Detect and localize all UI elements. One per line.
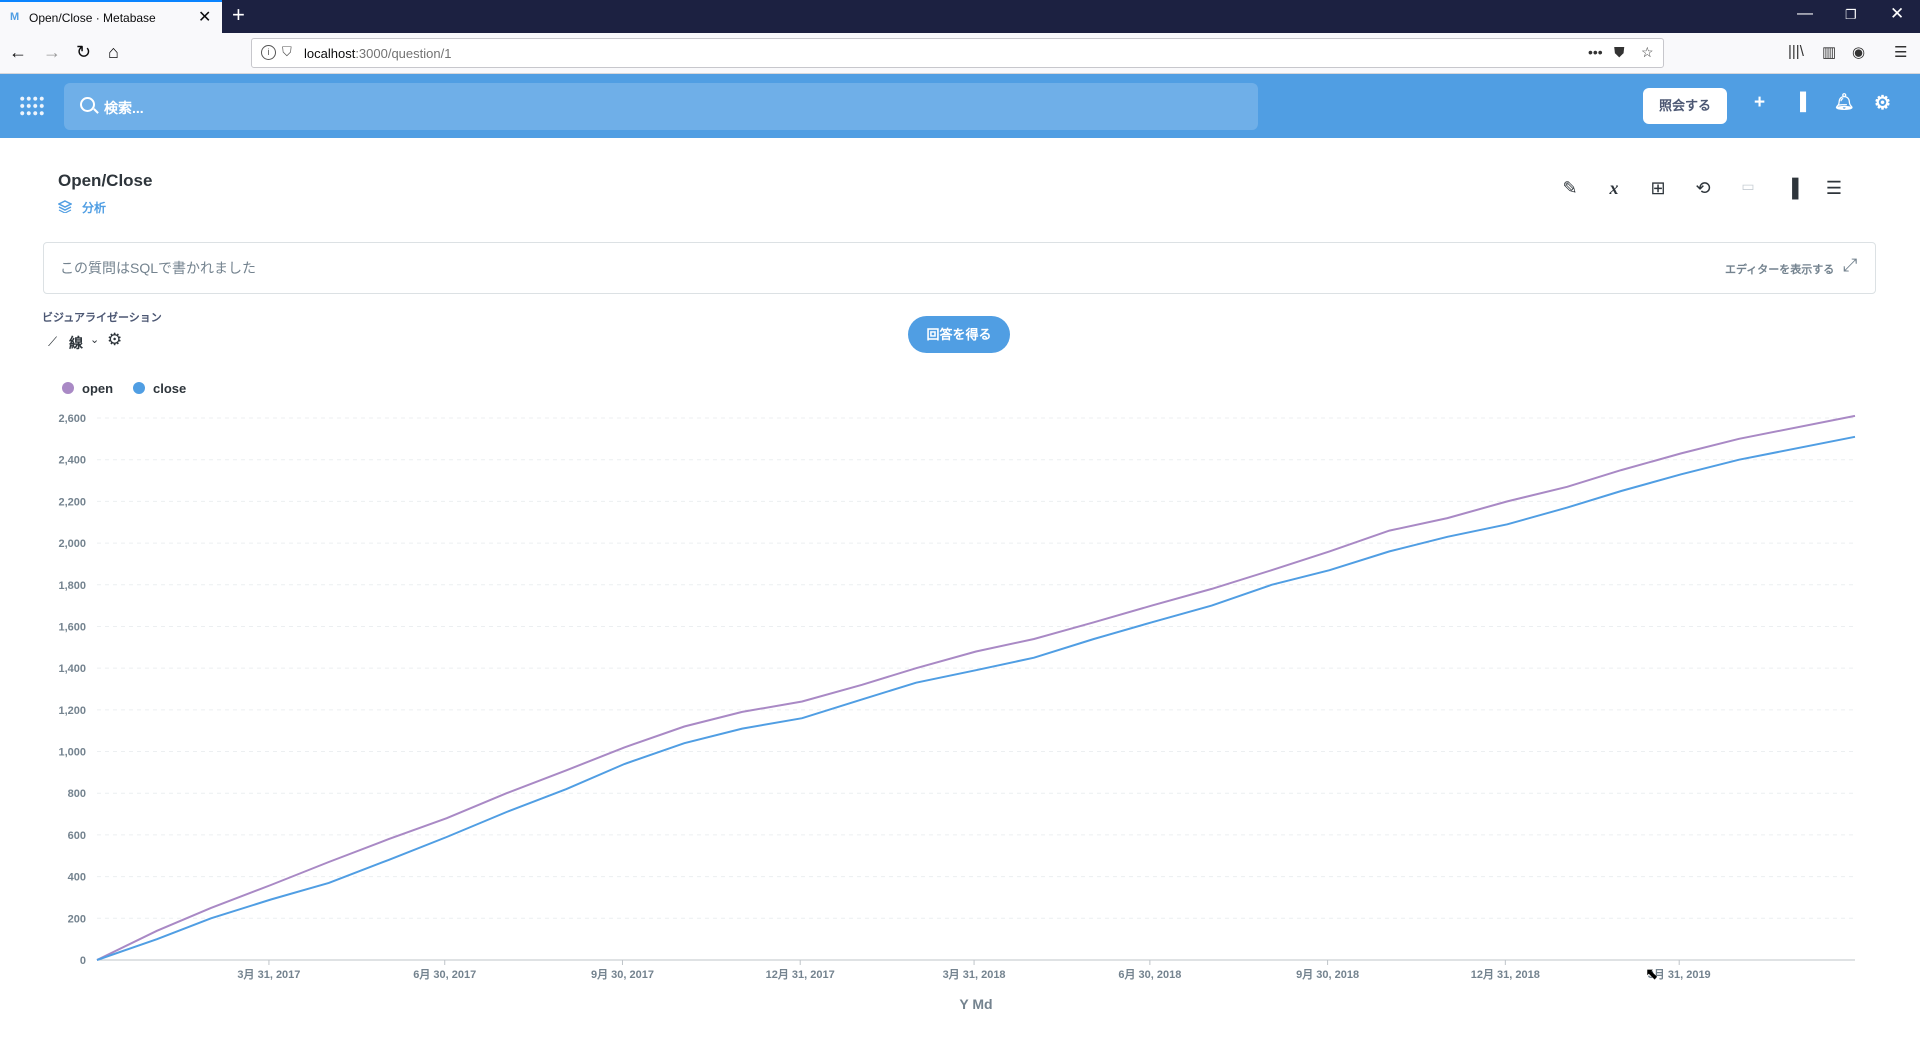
y-tick-label: 1,000 bbox=[58, 747, 86, 759]
metabase-header: 検索... 照会する + ▐ 🔔︎ ⚙ bbox=[0, 74, 1920, 138]
mouse-cursor-icon: ⬉ bbox=[1645, 966, 1659, 983]
y-tick-label: 2,600 bbox=[58, 413, 86, 425]
forward-arrow-icon[interactable]: → bbox=[43, 42, 61, 62]
y-tick-label: 1,600 bbox=[58, 621, 86, 633]
y-tick-label: 2,200 bbox=[58, 496, 86, 508]
pocket-icon[interactable]: ⛊ bbox=[1614, 44, 1625, 60]
back-arrow-icon[interactable]: ← bbox=[9, 42, 27, 62]
x-tick-label: 12月 31, 2018 bbox=[1471, 968, 1540, 981]
ask-question-button[interactable]: 照会する bbox=[1643, 88, 1727, 124]
home-icon[interactable]: ⌂ bbox=[108, 42, 119, 62]
legend-close-dot bbox=[133, 382, 145, 394]
y-tick-label: 600 bbox=[68, 830, 86, 842]
search-icon bbox=[80, 97, 95, 112]
y-tick-label: 2,400 bbox=[58, 455, 86, 467]
x-tick-label: 6月 30, 2018 bbox=[1118, 968, 1181, 981]
x-axis-ticks: 3月 31, 2017 6月 30, 2017 9月 30, 2017 12月 31,… bbox=[237, 960, 1711, 981]
menu-icon[interactable]: ☰ bbox=[1894, 44, 1908, 61]
search-input[interactable]: 検索... bbox=[64, 83, 1258, 130]
tab-title: Open/Close · Metabase bbox=[29, 11, 156, 25]
library-icon[interactable]: |||\ bbox=[1788, 43, 1804, 60]
run-query-button[interactable]: 回答を得る bbox=[908, 316, 1010, 353]
x-tick-label: 9月 30, 2017 bbox=[591, 968, 654, 981]
search-placeholder: 検索... bbox=[104, 100, 144, 116]
new-tab-icon[interactable]: + bbox=[232, 2, 245, 27]
legend-open-label[interactable]: open bbox=[82, 381, 114, 396]
edit-pencil-icon[interactable]: ✎ bbox=[1562, 178, 1578, 198]
visualization-settings-gear-icon[interactable]: ⚙ bbox=[107, 330, 123, 349]
series-line-open[interactable] bbox=[96, 414, 1856, 961]
sidebar-icon[interactable]: ▥ bbox=[1822, 44, 1837, 61]
x-tick-label: 3月 31, 2017 bbox=[237, 968, 300, 981]
metabase-favicon-icon: M bbox=[10, 11, 20, 23]
page-actions-icon[interactable]: ••• bbox=[1588, 44, 1603, 60]
y-tick-label: 1,400 bbox=[58, 663, 86, 675]
more-menu-icon[interactable]: ☰ bbox=[1825, 178, 1843, 198]
y-tick-label: 1,200 bbox=[58, 705, 86, 717]
close-window-icon[interactable]: ✕ bbox=[1890, 4, 1905, 23]
y-tick-label: 2,000 bbox=[58, 538, 86, 550]
bookmark-star-icon[interactable]: ☆ bbox=[1641, 44, 1654, 60]
y-tick-label: 400 bbox=[68, 872, 86, 884]
data-reference-book-icon[interactable]: ▐ bbox=[1785, 178, 1799, 198]
visualization-type-selector[interactable]: 線 bbox=[69, 335, 83, 351]
sql-notice: この質問はSQLで書かれました bbox=[60, 260, 257, 276]
gear-icon[interactable]: ⚙ bbox=[1874, 93, 1892, 114]
legend-close-label[interactable]: close bbox=[153, 381, 187, 396]
y-tick-label: 1,800 bbox=[58, 580, 86, 592]
collection-layers-icon bbox=[58, 200, 72, 213]
y-tick-label: 0 bbox=[80, 955, 86, 967]
url-bar[interactable]: i ⛉ localhost:3000/question/1 ••• ⛊ ☆ bbox=[251, 38, 1664, 68]
reload-icon[interactable]: ↻ bbox=[76, 42, 92, 62]
y-tick-label: 200 bbox=[68, 913, 86, 925]
history-clock-icon[interactable]: ⟲ bbox=[1695, 178, 1711, 198]
minimize-window-icon[interactable]: — bbox=[1797, 5, 1813, 22]
collection-link[interactable]: 分析 bbox=[82, 201, 107, 215]
line-chart: 0 200 400 600 800 1,000 1,200 1,400 1,600 1,800 2,… bbox=[58, 413, 1856, 1012]
question-title[interactable]: Open/Close bbox=[58, 171, 153, 190]
chart-series-lines bbox=[96, 414, 1856, 961]
show-editor-link[interactable]: エディターを表示する bbox=[1725, 264, 1835, 276]
bell-icon[interactable]: 🔔︎ bbox=[1834, 94, 1855, 111]
plus-icon[interactable]: + bbox=[1754, 92, 1766, 113]
chart-grid bbox=[97, 417, 1855, 961]
visualization-label: ビジュアライゼーション bbox=[42, 312, 162, 324]
snippet-icon[interactable]: ▭ bbox=[1741, 178, 1755, 194]
browser-tab-bar: M Open/Close · Metabase ✕ + — ❐ ✕ bbox=[0, 0, 1920, 33]
expand-arrows-icon[interactable]: ⤢ bbox=[1843, 255, 1858, 275]
tracking-shield-icon[interactable]: ⛉ bbox=[282, 44, 292, 59]
url-text: localhost:3000/question/1 bbox=[304, 46, 452, 61]
browser-tab[interactable]: M Open/Close · Metabase ✕ bbox=[0, 0, 222, 33]
x-axis-title: Y Md bbox=[959, 996, 992, 1012]
close-tab-icon[interactable]: ✕ bbox=[198, 9, 212, 26]
legend-open-dot bbox=[62, 382, 74, 394]
line-chart-icon[interactable]: ⟋ bbox=[48, 334, 58, 349]
x-tick-label: 3月 31, 2019 bbox=[1648, 968, 1711, 981]
y-tick-label: 800 bbox=[68, 788, 86, 800]
x-tick-label: 3月 31, 2018 bbox=[943, 968, 1006, 981]
variables-x-icon[interactable]: x bbox=[1609, 178, 1619, 198]
sql-editor-collapsed[interactable]: この質問はSQLで書かれました エディターを表示する ⤢ bbox=[43, 242, 1876, 294]
chevron-down-icon[interactable]: ⌄ bbox=[90, 334, 100, 346]
info-icon[interactable]: i bbox=[261, 45, 276, 60]
restore-window-icon[interactable]: ❐ bbox=[1845, 7, 1857, 22]
account-icon[interactable]: ◉ bbox=[1852, 44, 1866, 61]
add-to-dashboard-icon[interactable]: ⊞ bbox=[1650, 178, 1666, 198]
x-tick-label: 9月 30, 2018 bbox=[1296, 968, 1359, 981]
collection-book-icon[interactable]: ▐ bbox=[1794, 92, 1807, 111]
x-tick-label: 6月 30, 2017 bbox=[413, 968, 476, 981]
browser-nav-bar: ← → ↻ ⌂ i ⛉ localhost:3000/question/1 ••… bbox=[0, 33, 1920, 74]
metabase-logo-icon[interactable] bbox=[19, 95, 45, 117]
series-line-close[interactable] bbox=[96, 435, 1856, 961]
y-axis-ticks: 0 200 400 600 800 1,000 1,200 1,400 1,600 1,800 2,… bbox=[58, 413, 86, 967]
x-tick-label: 12月 31, 2017 bbox=[766, 968, 835, 981]
